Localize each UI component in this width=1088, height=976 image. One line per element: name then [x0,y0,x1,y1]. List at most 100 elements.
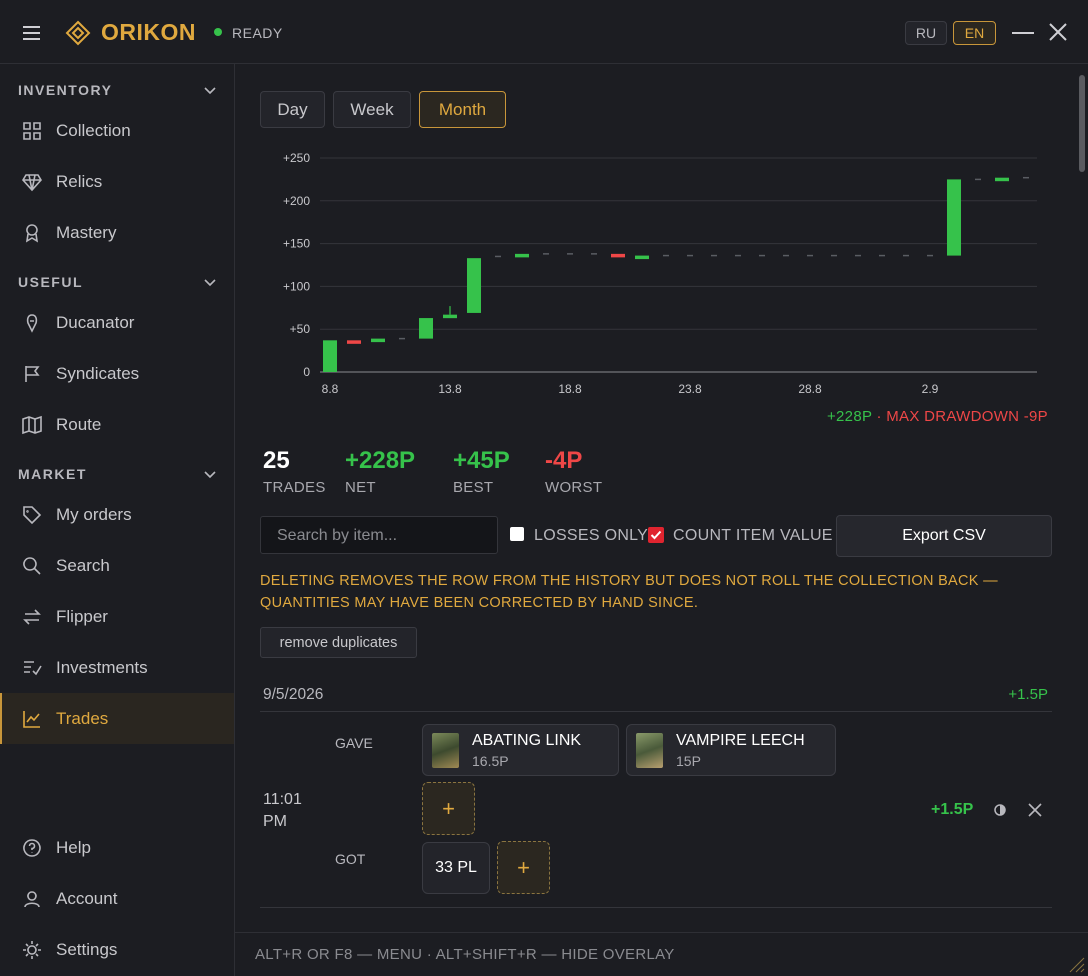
nav-icon [23,122,41,140]
stat-value: +228P [345,447,416,474]
chart-summary: +228P · MAX DRAWDOWN -9P [827,408,1048,425]
candle-body [611,253,625,258]
summary-drawdown: · MAX DRAWDOWN -9P [876,408,1048,425]
lang-button[interactable]: EN [953,21,996,45]
lang-button[interactable]: RU [905,21,947,45]
nav-item[interactable]: Account [56,889,118,908]
nav-item[interactable]: Mastery [56,223,117,242]
checkbox[interactable] [510,527,524,541]
flat-marker [543,253,549,255]
candle-body [443,314,457,319]
flat-marker [879,254,885,257]
flat-marker [975,178,981,181]
nav-item[interactable]: Flipper [56,607,108,626]
period-button[interactable]: Week [333,91,411,128]
y-tick-label: +150 [283,237,310,251]
flat-marker [399,337,405,340]
search-placeholder: Search by item... [277,527,398,544]
trade-date: 9/5/2026 [263,686,324,703]
item-price: 15P [676,753,701,769]
summary-total: +228P [826,408,873,425]
nav-item[interactable]: Help [56,838,91,857]
brand: ORIKON [101,19,196,45]
nav-item[interactable]: My orders [56,505,132,524]
stat-label: TRADES [263,479,326,496]
item-name: ABATING LINK [472,732,582,749]
search-input[interactable]: Search by item... [260,516,498,554]
period-button[interactable]: Month [419,91,506,128]
item-card[interactable]: ABATING LINK 16.5P [422,724,619,776]
resize-grip[interactable] [1066,954,1086,974]
delete-button[interactable] [1028,803,1042,817]
period-button[interactable]: Day [260,91,325,128]
flat-marker [687,254,693,257]
flat-marker [1023,176,1029,179]
nav-item[interactable]: Ducanator [56,313,135,332]
nav-icon [23,711,40,728]
item-card[interactable]: VAMPIRE LEECH 15P [626,724,836,776]
candle-body [347,340,361,344]
candle-body [467,258,481,313]
remove-duplicates-button[interactable]: remove duplicates [260,627,417,658]
checkbox-label: COUNT ITEM VALUE [673,527,833,544]
x-tick-label: 13.8 [438,382,462,396]
flat-marker [663,254,669,257]
x-tick-label: 18.8 [558,382,582,396]
checkbox-label: LOSSES ONLY [534,527,649,544]
nav-item[interactable]: Route [56,415,102,434]
nav-item[interactable]: Trades [56,709,109,728]
x-tick-label: 2.9 [922,382,939,396]
flat-marker [807,254,813,257]
warning: DELETING REMOVES THE ROW FROM THE HISTOR… [260,573,998,611]
nav-icon [25,366,40,382]
candle-body [419,318,433,339]
divider [260,907,1052,908]
nav-item[interactable]: Settings [56,940,118,959]
y-tick-label: +50 [290,322,311,336]
flat-marker [759,254,765,257]
stat-label: NET [345,479,376,496]
nav-icon [22,174,42,192]
item-card[interactable]: 33 PL [422,842,490,894]
flat-marker [903,254,909,257]
trade-result: +1.5P [931,801,974,818]
flat-marker [927,254,933,257]
stat-value: -4P [545,447,583,474]
checkbox-checked[interactable] [648,527,664,543]
scrollbar[interactable] [1077,64,1088,932]
minimize-button[interactable] [1010,24,1036,42]
toggle-icon[interactable] [993,803,1007,817]
x-tick-label: 23.8 [678,382,702,396]
item-name: VAMPIRE LEECH [676,732,805,749]
candle-body [371,338,385,343]
nav-icon [24,661,42,676]
status: READY [232,25,283,41]
item-thumb [432,733,459,768]
nav-item[interactable]: Search [56,556,110,575]
stat-label: BEST [453,479,494,496]
nav-item[interactable]: Collection [56,121,131,140]
scrollbar-thumb[interactable] [1079,75,1085,172]
nav-item[interactable]: Investments [56,658,148,677]
export-button[interactable]: Export CSV [836,515,1052,557]
logo-icon [65,20,91,46]
nav-item[interactable]: Syndicates [56,364,140,383]
sidebar: INVENTORY Collection Relics Mastery USEFUL Du… [0,64,235,976]
nav-icon [23,557,41,575]
section-title: MARKET [18,466,87,482]
add-button[interactable]: + [422,782,475,835]
add-button[interactable]: + [497,841,550,894]
flat-marker [831,254,837,257]
collapse-icon [204,471,216,479]
item-thumb [636,733,663,768]
close-button[interactable] [1048,22,1068,42]
collapse-icon [204,87,216,95]
flat-marker [711,254,717,257]
footer: ALT+R OR F8 — MENU · ALT+SHIFT+R — HIDE … [235,932,1088,976]
stat-label: WORST [545,479,603,496]
y-tick-label: +250 [283,151,310,165]
menu-icon[interactable] [22,25,42,41]
got-label: GOT [335,851,366,867]
nav-item[interactable]: Relics [56,172,103,191]
